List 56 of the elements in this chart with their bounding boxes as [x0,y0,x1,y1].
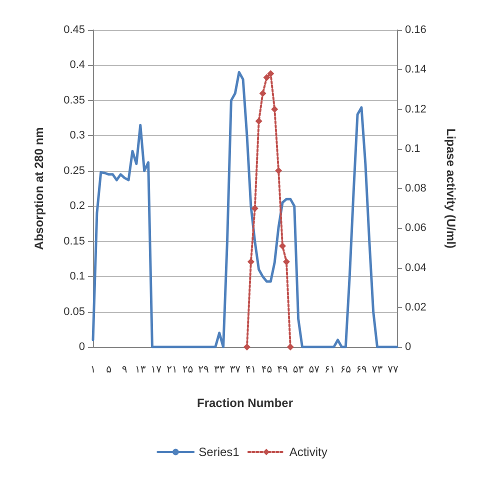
y2-tick-label: 0.1 [405,142,420,155]
y-tick-label: 0.45 [64,24,85,36]
x-tick-label: ۵۳ [292,364,304,376]
y-tick-label: 0.35 [64,94,85,106]
x-tick-label: ۱۷ [150,364,162,376]
y-tick-label: 0.15 [64,235,85,248]
x-tick-label: ۳۷ [230,364,242,376]
x-axis-title: Fraction Number [196,396,294,410]
x-tick-label: ۶۹ [356,364,367,376]
x-tick-label: ۴۱ [246,364,256,376]
y-tick-label: 0.4 [70,59,85,72]
x-tick-label: ۷۳ [372,364,384,376]
x-tick-label: ۵ [106,364,112,376]
point [286,344,294,350]
y-tick-label: 0 [78,341,85,353]
y-tick-label: 0.25 [64,164,85,177]
x-tick-label: ۲۹ [198,364,209,376]
point [282,258,290,266]
x-tick-label: ۲۵ [182,364,194,376]
y-tick-label: 0.2 [70,200,85,212]
y2-axis-title: Lipase activity (U/ml) [444,128,458,249]
point [243,344,250,350]
x-tick-label: ۶۱ [324,364,336,376]
x-tick-label: ۳۳ [214,364,226,376]
point [247,258,254,266]
point [279,242,286,250]
y-tick-label: 0.05 [64,306,85,318]
point [275,167,282,174]
y2-tick-label: 0.02 [405,301,426,314]
x-tick-label: ۱۳ [135,364,146,376]
point [251,204,258,212]
x-tick-label: ۱ [90,364,96,376]
y2-tick-label: 0.08 [405,182,426,194]
legend-label: Series1 [198,445,240,459]
x-tick-label: ۵۷ [308,364,320,376]
y2-tick-label: 0.16 [405,24,426,36]
y-tick-label: 0.3 [70,130,85,142]
point [259,90,266,97]
y-axis-title: Absorption at 280 nm [32,127,46,250]
y2-tick-label: 0.12 [405,103,426,116]
x-tick-label: ۲۱ [166,364,178,376]
point [271,106,278,113]
point [263,74,270,82]
y-tick-label: 0.1 [70,270,85,283]
legend-label: Activity [289,445,328,459]
x-tick-label: ۴۵ [261,364,272,376]
y2-tick-label: 0.04 [405,262,426,274]
y2-tick-label: 0.14 [405,64,426,76]
x-tick-label: ۷۷ [388,364,400,376]
x-tick-label: ۶۵ [340,364,352,376]
y2-tick-label: 0.06 [405,222,426,234]
x-tick-label: ۴۹ [277,364,288,376]
x-tick-label: ۹ [122,364,128,376]
point [267,70,274,78]
point [255,118,262,125]
y2-tick-label: 0 [405,341,412,353]
